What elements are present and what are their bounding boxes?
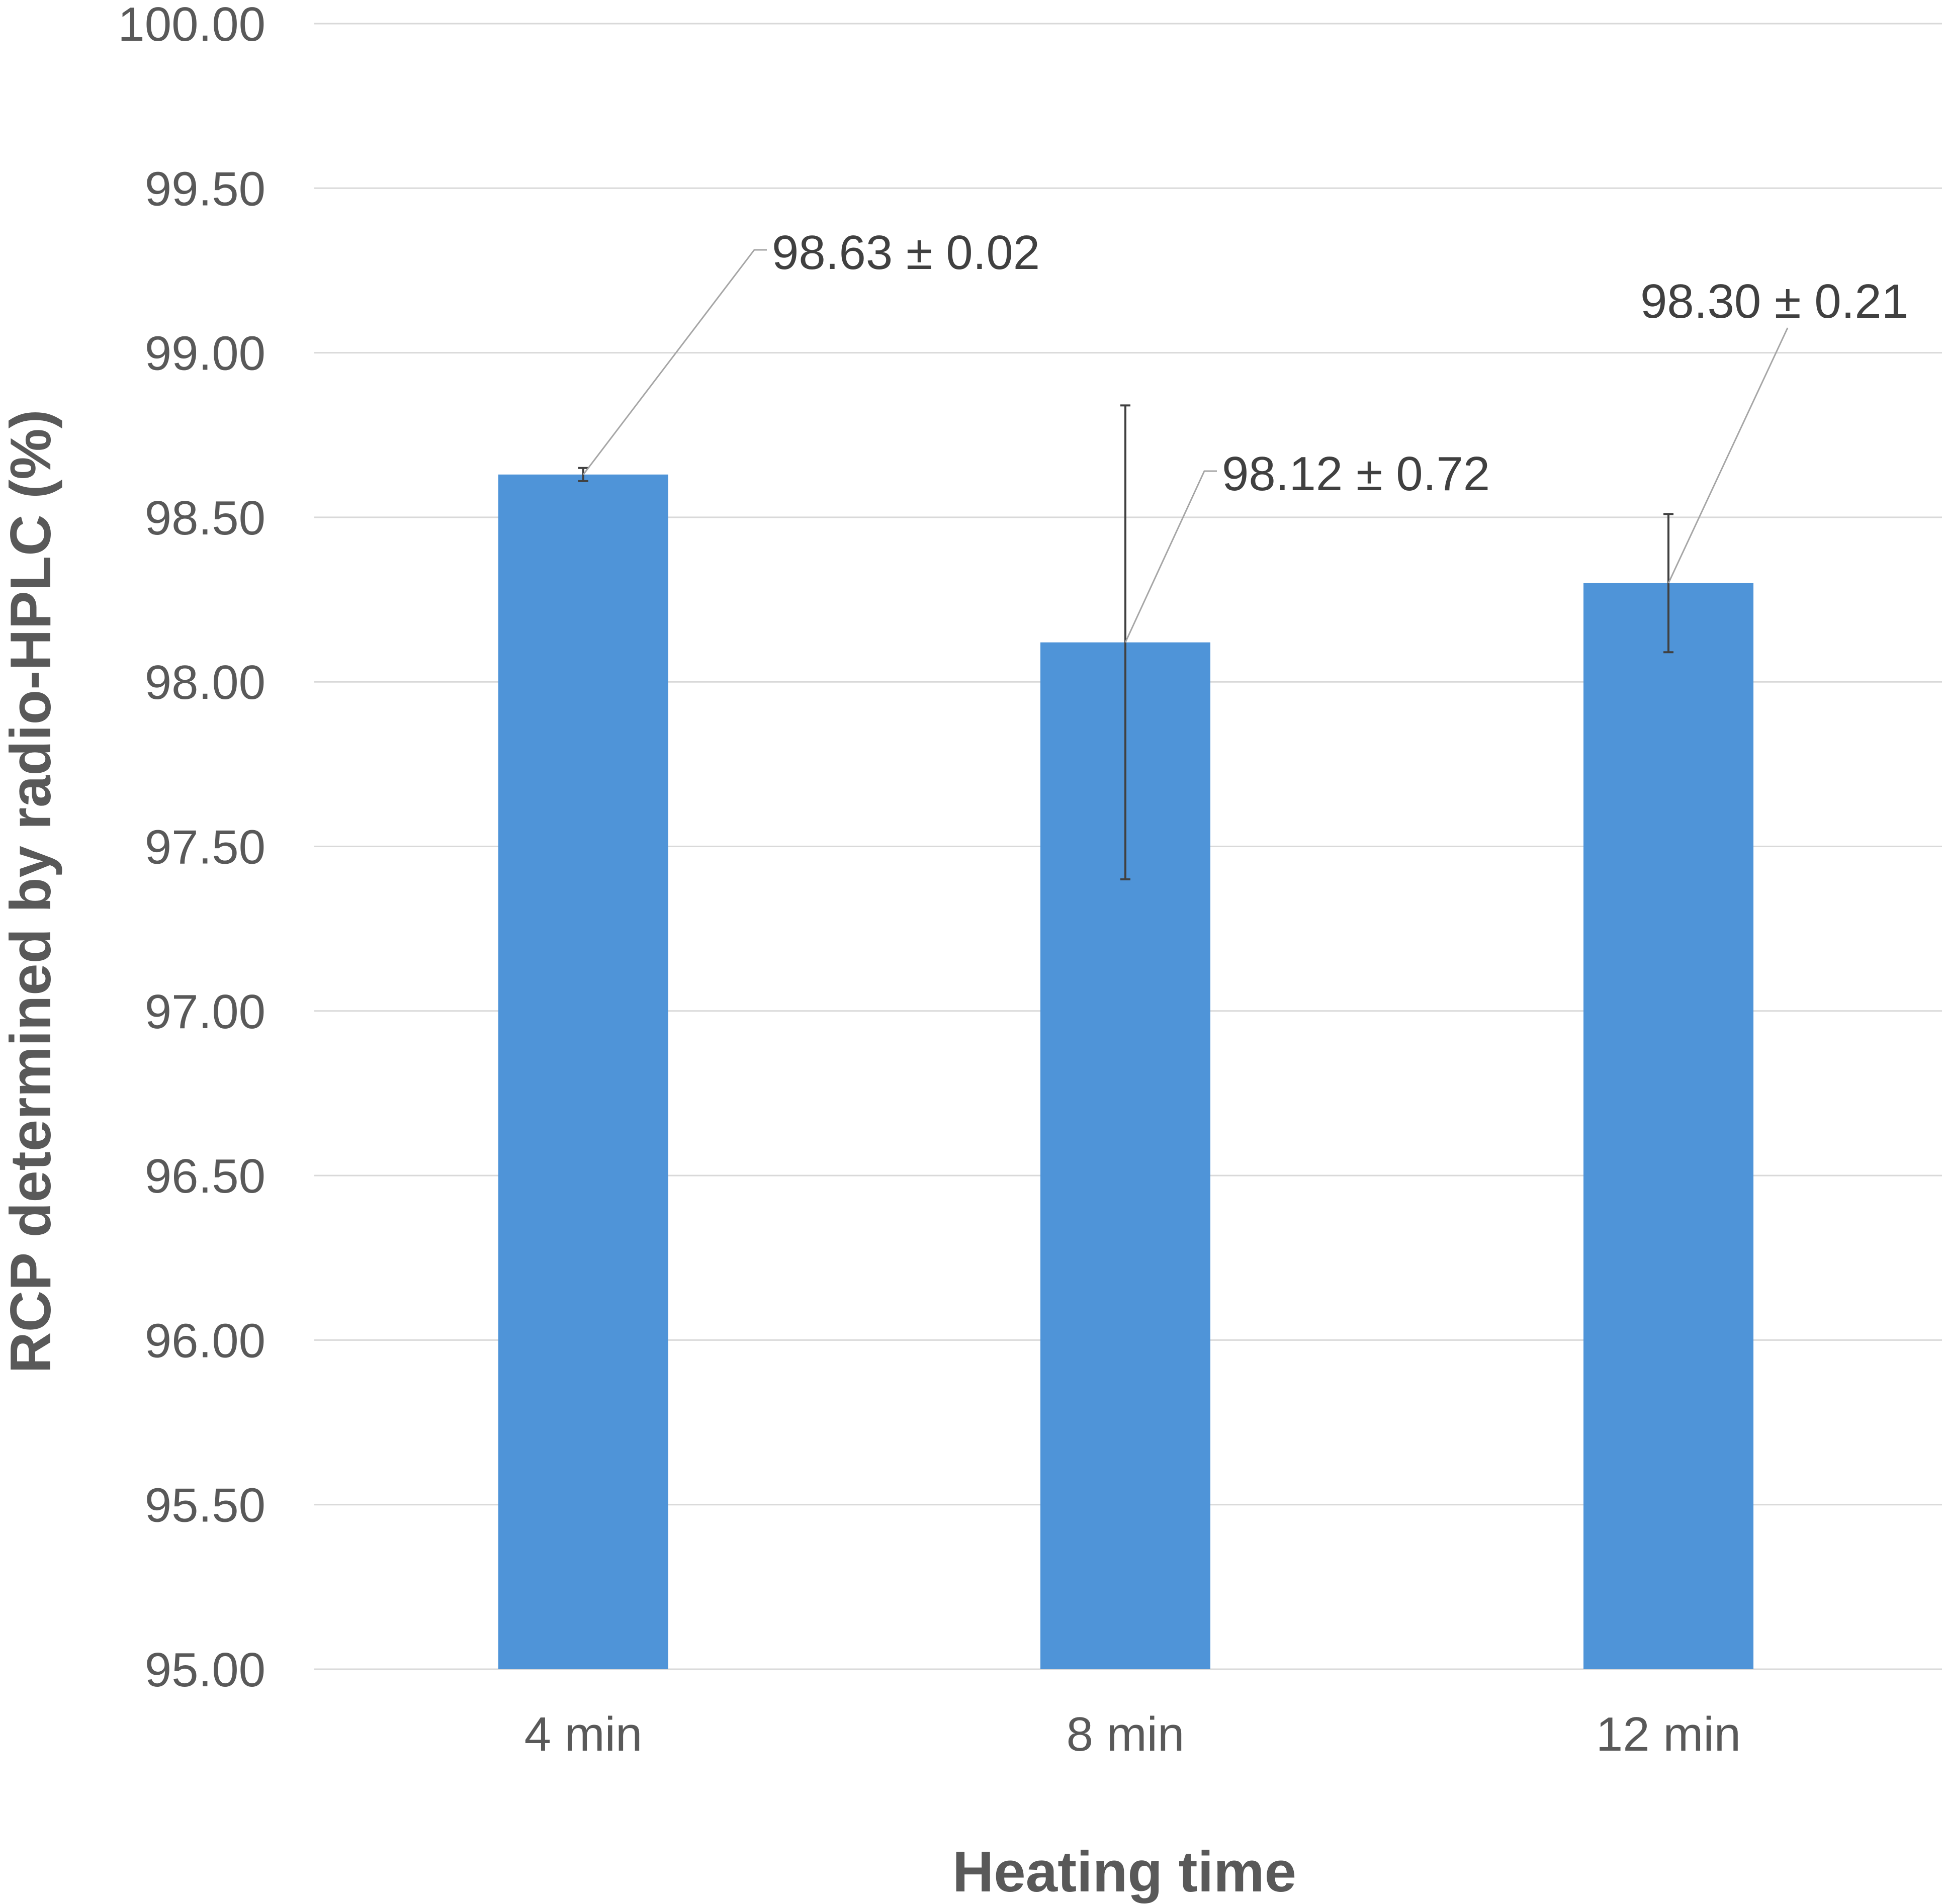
- data-labels: 98.63 ± 0.02 98.12 ± 0.72 98.30 ± 0.21: [772, 226, 1908, 501]
- y-tick-label: 98.00: [145, 656, 266, 709]
- x-tick-label: 4 min: [524, 1707, 643, 1761]
- y-tick-label: 96.00: [145, 1314, 266, 1368]
- y-tick-label: 97.50: [145, 821, 266, 874]
- x-axis-tick-labels: 4 min 8 min 12 min: [524, 1707, 1741, 1761]
- data-label: 98.12 ± 0.72: [1222, 447, 1490, 501]
- y-tick-label: 98.50: [145, 491, 266, 545]
- y-tick-label: 97.00: [145, 985, 266, 1039]
- leader-line: [1667, 327, 1789, 584]
- data-label-leader-lines: [582, 249, 1789, 643]
- error-bar: [1663, 513, 1673, 654]
- y-tick-label: 99.50: [145, 162, 266, 216]
- y-tick-label: 100.00: [118, 0, 266, 51]
- y-axis-title: RCP determined by radio-HPLC (%): [0, 409, 63, 1373]
- bar: [1583, 583, 1753, 1670]
- y-tick-label: 99.00: [145, 327, 266, 381]
- x-axis-title: Heating time: [952, 1840, 1296, 1904]
- leader-line: [582, 249, 767, 475]
- bars: [498, 474, 1753, 1670]
- leader-line: [1124, 470, 1217, 643]
- bar: [498, 474, 668, 1669]
- data-label: 98.30 ± 0.21: [1640, 275, 1908, 328]
- x-tick-label: 12 min: [1596, 1707, 1741, 1761]
- y-axis-tick-labels: 95.00 95.50 96.00 96.50 97.00 97.50 98.00 98.50…: [118, 0, 266, 1697]
- y-tick-label: 95.50: [145, 1479, 266, 1532]
- data-label: 98.63 ± 0.02: [772, 226, 1040, 280]
- y-tick-label: 95.00: [145, 1643, 266, 1697]
- y-tick-label: 96.50: [145, 1149, 266, 1203]
- x-tick-label: 8 min: [1067, 1707, 1185, 1761]
